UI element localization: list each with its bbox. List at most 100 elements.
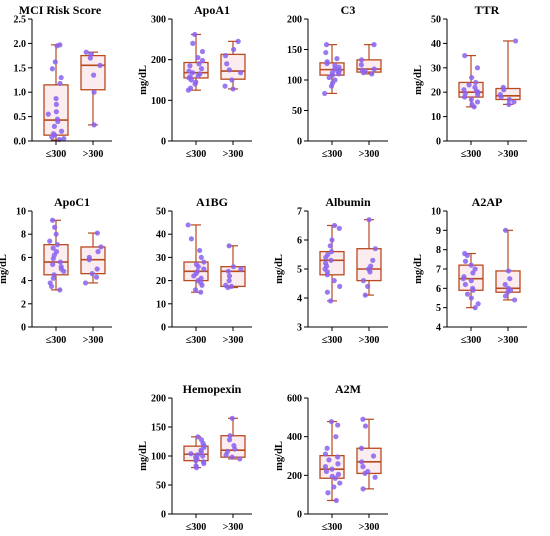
panel-title: A2AP bbox=[472, 195, 503, 209]
x-category-label: ≤300 bbox=[186, 335, 207, 346]
panel-ttr: TTR mg/dL 0 10 20 30 40 50 ≤300 >300 bbox=[413, 3, 527, 160]
y-tick-label: 20 bbox=[431, 88, 441, 99]
y-tick-label: 10 bbox=[431, 112, 441, 123]
y-tick-label: 100 bbox=[287, 76, 302, 87]
data-point bbox=[365, 283, 371, 289]
data-point bbox=[61, 268, 67, 274]
data-point bbox=[48, 283, 55, 289]
y-tick-label: 0 bbox=[161, 510, 166, 521]
panel-a2ap: A2AP mg/dL 4 5 6 7 8 9 10 ≤300 >300 bbox=[413, 195, 527, 346]
data-point bbox=[334, 56, 340, 62]
data-point bbox=[329, 237, 335, 243]
data-point bbox=[237, 70, 244, 76]
y-tick-label: 0 bbox=[436, 137, 441, 148]
panel-title: ApoC1 bbox=[54, 195, 90, 209]
data-point bbox=[362, 423, 369, 429]
x-category-label: ≤300 bbox=[186, 522, 207, 533]
data-point bbox=[466, 82, 472, 88]
data-point bbox=[82, 280, 89, 286]
data-point bbox=[335, 422, 341, 428]
data-point bbox=[370, 257, 376, 263]
panel-hemopexin: Hemopexin mg/dL 0 50 100 150 200 ≤300 >300 bbox=[138, 382, 252, 533]
y-tick-label: 10 bbox=[16, 207, 26, 218]
x-category-label: >300 bbox=[83, 335, 104, 346]
data-point bbox=[331, 484, 337, 490]
y-tick-label: 50 bbox=[156, 481, 166, 492]
y-tick-label: 400 bbox=[287, 432, 302, 443]
x-category-label: >300 bbox=[359, 522, 380, 533]
data-point bbox=[462, 281, 468, 288]
data-point bbox=[324, 445, 330, 451]
x-category-label: ≤300 bbox=[322, 335, 343, 346]
y-tick-label: 4 bbox=[297, 294, 302, 305]
y-tick-label: 10 bbox=[156, 299, 166, 310]
data-point bbox=[370, 453, 377, 459]
panel-title: Hemopexin bbox=[183, 382, 242, 396]
box-0 bbox=[319, 42, 345, 97]
data-point bbox=[226, 273, 233, 279]
data-point bbox=[335, 471, 342, 477]
data-point bbox=[45, 111, 51, 117]
y-tick-label: 150 bbox=[287, 45, 302, 56]
data-point bbox=[469, 74, 475, 81]
data-point bbox=[199, 48, 206, 55]
data-point bbox=[360, 70, 366, 76]
y-tick-label: 1.0 bbox=[14, 88, 27, 99]
data-point bbox=[188, 451, 194, 457]
y-tick-label: 40 bbox=[431, 39, 441, 50]
data-point bbox=[468, 295, 474, 301]
y-axis-label: mg/dL bbox=[274, 254, 285, 284]
data-point bbox=[472, 266, 478, 272]
y-tick-label: 0 bbox=[161, 323, 166, 334]
data-point bbox=[199, 282, 205, 288]
data-point bbox=[50, 245, 56, 251]
data-point bbox=[468, 262, 474, 268]
data-point bbox=[360, 416, 366, 422]
data-point bbox=[54, 242, 61, 248]
data-point bbox=[230, 86, 236, 92]
y-axis-label: mg/dL bbox=[0, 254, 9, 284]
data-point bbox=[358, 57, 365, 63]
y-tick-label: 0 bbox=[297, 510, 302, 521]
data-point bbox=[512, 38, 519, 44]
data-point bbox=[192, 31, 198, 38]
data-point bbox=[50, 261, 56, 267]
data-point bbox=[52, 59, 58, 65]
data-point bbox=[506, 96, 512, 103]
data-point bbox=[468, 96, 475, 103]
data-point bbox=[475, 92, 481, 98]
y-tick-label: 7 bbox=[297, 207, 302, 218]
box-1 bbox=[495, 38, 521, 107]
data-point bbox=[362, 292, 368, 298]
data-point bbox=[328, 83, 335, 89]
data-point bbox=[185, 222, 191, 228]
data-point bbox=[372, 246, 378, 252]
data-point bbox=[94, 266, 100, 272]
data-point bbox=[200, 453, 206, 459]
data-point bbox=[57, 287, 63, 293]
y-tick-label: 4 bbox=[436, 323, 441, 334]
data-point bbox=[91, 72, 97, 78]
data-point bbox=[366, 217, 372, 223]
data-point bbox=[50, 255, 56, 262]
box-0 bbox=[43, 42, 69, 143]
data-point bbox=[192, 81, 198, 87]
data-point bbox=[335, 454, 341, 460]
data-point bbox=[58, 128, 65, 134]
data-point bbox=[197, 247, 203, 254]
data-point bbox=[53, 231, 59, 237]
data-point bbox=[322, 451, 329, 457]
data-point bbox=[195, 264, 201, 270]
y-tick-label: 1.5 bbox=[14, 63, 27, 74]
x-category-label: ≤300 bbox=[461, 149, 482, 160]
y-tick-label: 200 bbox=[287, 15, 302, 26]
data-point bbox=[324, 272, 330, 278]
box-1 bbox=[356, 42, 382, 77]
data-point bbox=[229, 454, 235, 460]
y-axis-label: mg/dL bbox=[138, 65, 149, 95]
data-point bbox=[201, 259, 207, 265]
data-point bbox=[192, 287, 199, 293]
data-point bbox=[185, 87, 192, 93]
panel-albumin: Albumin mg/dL 3 4 5 6 7 ≤300 >300 bbox=[274, 195, 388, 346]
box-1 bbox=[80, 49, 106, 128]
